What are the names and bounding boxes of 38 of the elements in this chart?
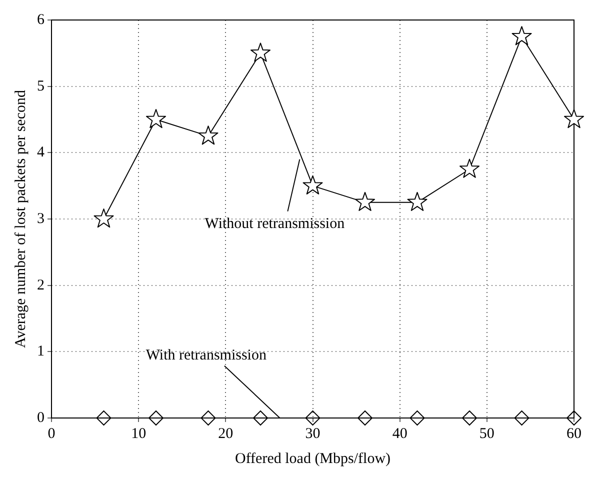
x-tick-label: 60 (566, 426, 582, 442)
x-tick-label: 50 (479, 426, 494, 442)
y-tick-label: 2 (37, 277, 44, 294)
point (358, 410, 372, 426)
point (146, 109, 166, 128)
y-tick-label: 4 (37, 144, 45, 161)
x-tick-label: 10 (131, 426, 146, 442)
point (148, 410, 164, 426)
y-tick-label: 6 (37, 12, 45, 28)
y-tick-label: 1 (37, 344, 44, 360)
point (200, 410, 216, 426)
point (410, 410, 425, 426)
point (566, 410, 582, 426)
point (462, 410, 477, 426)
y-tick-label: 0 (37, 410, 44, 426)
point (250, 42, 271, 62)
point (305, 410, 320, 426)
x-tick-label: 20 (218, 426, 234, 442)
point (354, 192, 376, 212)
y-tick-label: 3 (37, 210, 44, 227)
point (302, 175, 323, 194)
point (514, 410, 530, 426)
x-tick-label: 30 (305, 426, 320, 442)
y-axis-title: Average number of lost packets per second (12, 90, 29, 348)
point (512, 26, 532, 46)
annotation: Without retransmission (204, 216, 346, 232)
point (96, 410, 112, 426)
point (564, 109, 584, 128)
x-axis-title: Offered load (Mbps/flow) (234, 450, 391, 467)
x-tick-label: 0 (48, 426, 56, 442)
y-tick-label: 5 (37, 78, 44, 94)
annotation: With retransmission (146, 347, 267, 364)
point (198, 126, 218, 145)
point (94, 208, 114, 228)
x-tick-label: 40 (392, 426, 408, 442)
point (407, 192, 428, 212)
point (253, 410, 268, 426)
point (459, 158, 480, 178)
